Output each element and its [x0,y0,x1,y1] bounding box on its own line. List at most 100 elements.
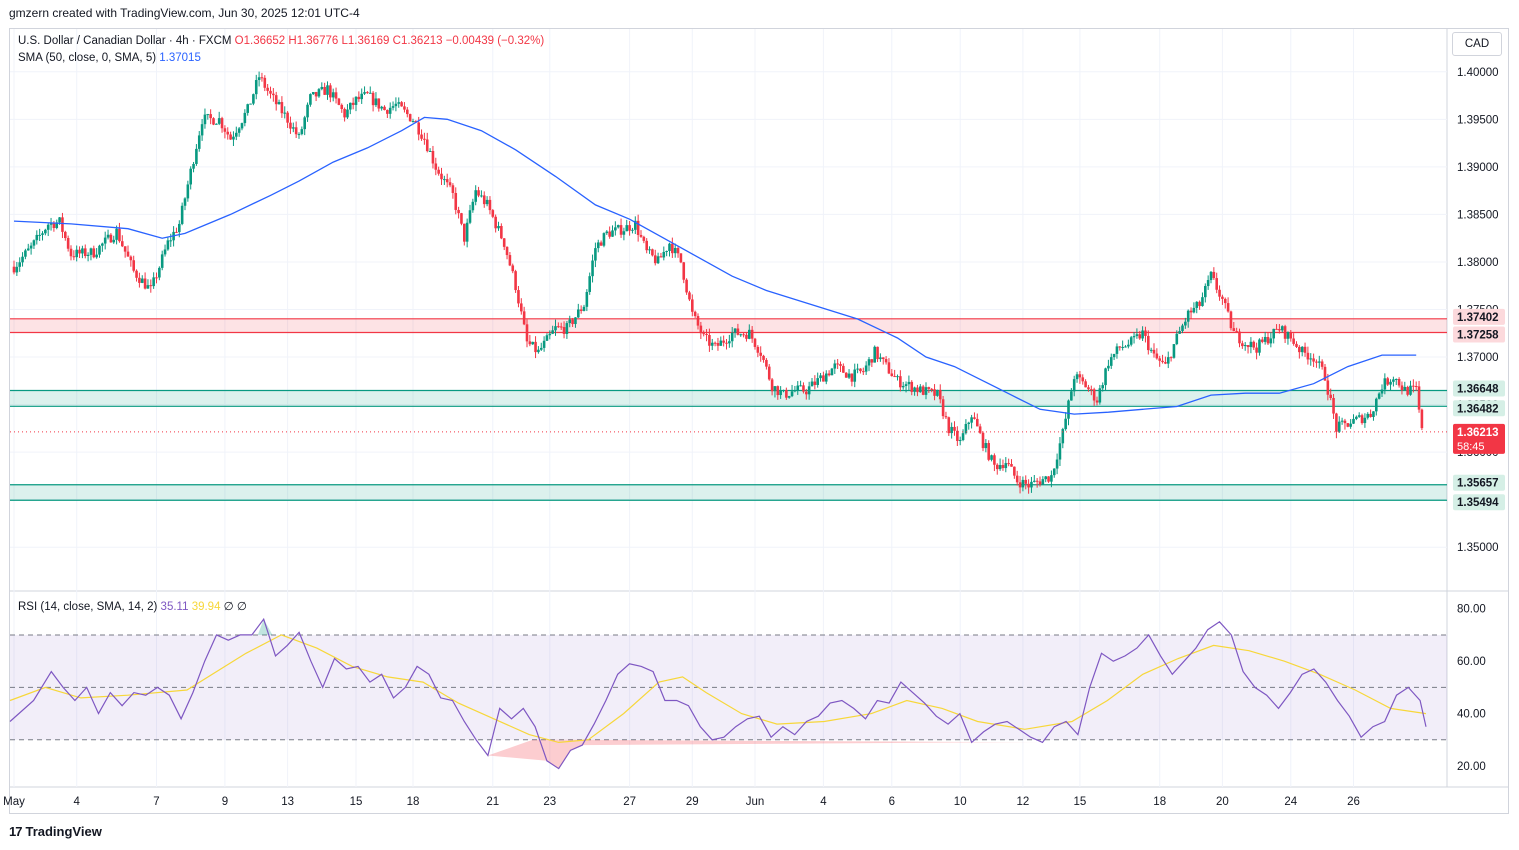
candle-up [215,123,218,125]
candle-up [1061,429,1065,444]
candle-up [158,267,161,278]
candle-down [289,122,292,129]
candle-down [280,102,284,114]
zone-price-badge [1453,400,1505,417]
sma-label[interactable]: SMA (50, close, 0, SMA, 5) [18,52,157,64]
candle-down [862,371,865,373]
time-tick-label: 13 [281,796,294,808]
candle-up [662,251,666,258]
candle-up [32,240,36,246]
candle-down [1417,386,1421,410]
close-value: C1.36213 [392,35,443,47]
candle-up [166,240,170,250]
candle-down [1306,352,1310,360]
candle-down [135,270,138,278]
footer-brand[interactable]: 17 TradingView [9,824,102,839]
candle-down [571,319,574,325]
time-tick-label: May [3,796,25,808]
candle-up [1286,332,1290,339]
candle-up [1041,479,1045,485]
candle-down [759,352,762,356]
candle-up [984,443,988,449]
candle-up [1141,330,1144,339]
candle-up [1409,385,1412,395]
candle-down [639,234,643,237]
candle-up [1349,423,1352,427]
candle-down [750,329,754,339]
candle-down [1189,310,1193,313]
candle-down [685,279,688,293]
candle-up [18,262,21,267]
candle-up [665,250,668,252]
candle-up [485,199,489,205]
candle-up [616,225,620,228]
candle-up [830,368,834,376]
candle-down [371,92,375,106]
candle-down [636,220,640,235]
rsi-extra-values: ∅ ∅ [223,601,247,613]
candle-up [246,104,249,113]
candle-up [360,93,363,100]
candle-up [787,396,791,398]
zone-price-badge [1453,474,1505,491]
candle-down [956,430,959,441]
candle-up [192,163,195,169]
candle-down [1255,347,1258,353]
candle-down [366,92,369,94]
candle-up [152,277,155,287]
candle-up [537,349,540,353]
candle-down [1343,420,1347,424]
price-tick-label: 1.39500 [1457,114,1499,126]
candle-up [961,433,965,441]
tradingview-logo-icon: 17 [9,824,23,839]
candle-up [1098,388,1102,403]
candle-up [29,245,33,249]
candle-up [565,323,569,334]
candle-down [1158,358,1161,361]
candle-down [420,134,423,139]
support-zone [10,484,1447,501]
candle-up [779,390,782,396]
candle-down [440,173,443,180]
candle-down [776,386,780,396]
candle-up [551,330,554,334]
candle-down [876,346,879,360]
candle-up [277,102,281,105]
symbol-legend: U.S. Dollar / Canadian Dollar · 4h · FXC… [18,35,544,47]
candle-up [739,334,743,336]
candle-up [101,243,104,246]
candle-down [1027,483,1030,488]
candle-up [970,417,973,423]
candle-up [346,109,349,118]
candle-down [126,251,130,257]
candle-down [266,87,269,91]
candle-up [1181,325,1184,332]
rsi-label[interactable]: RSI (14, close, SMA, 14, 2) [18,601,158,613]
candle-down [1095,400,1099,403]
currency-button[interactable]: CAD [1452,32,1502,56]
candle-up [782,390,785,392]
candle-up [391,106,395,108]
symbol-name[interactable]: U.S. Dollar / Canadian Dollar · 4h · FXC… [18,35,232,47]
candle-up [160,254,164,268]
candle-down [679,253,683,263]
candle-up [103,237,107,244]
candle-down [1252,341,1256,348]
candle-down [377,98,381,109]
candle-up [591,260,594,277]
candle-up [853,369,857,382]
candle-down [1369,413,1372,417]
candle-up [106,234,110,238]
candle-down [1329,394,1332,398]
resistance-zone [10,318,1447,333]
candle-up [465,222,469,242]
candle-up [936,389,939,396]
rsi-oversold-fill [487,739,1043,769]
candle-up [183,198,187,206]
candle-up [55,222,59,229]
candle-down [329,85,332,98]
candle-up [733,328,737,333]
candle-down [511,265,515,272]
candle-up [1124,346,1127,348]
